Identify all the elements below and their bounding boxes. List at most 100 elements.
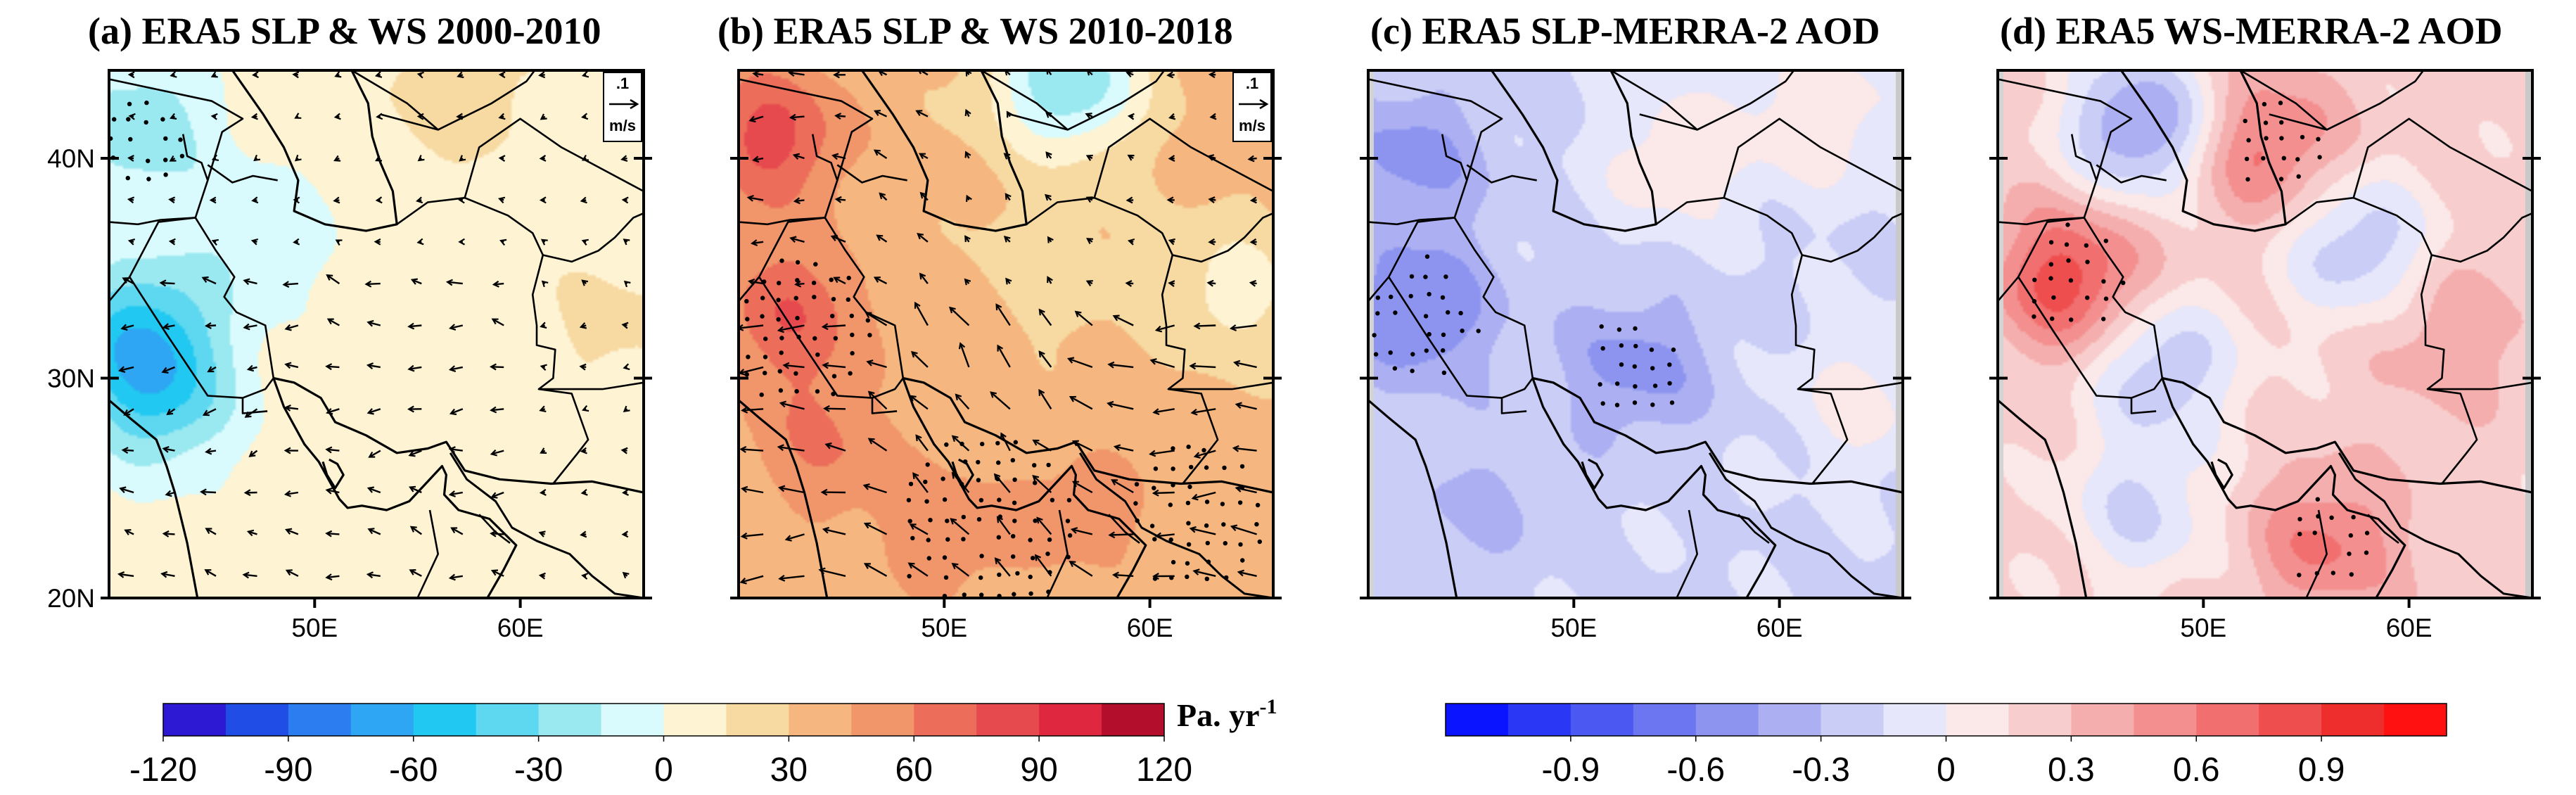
stipple-dot xyxy=(760,295,765,300)
wind-vector-head xyxy=(409,526,417,533)
wind-vector xyxy=(1194,450,1216,458)
border-14 xyxy=(981,70,1069,131)
wind-vector xyxy=(326,274,340,285)
corr-colorbar-swatch xyxy=(2134,704,2197,736)
wind-vector xyxy=(326,489,340,494)
slp-colorbar-swatch xyxy=(350,704,414,736)
wind-vector xyxy=(326,533,340,535)
panel-b-frame xyxy=(737,69,1275,599)
wind-vector-head xyxy=(250,113,258,120)
stipple-dot xyxy=(2246,138,2251,143)
panel-d: (d) ERA5 WS-MERRA-2 AOD 50E 60E xyxy=(1989,10,2541,642)
stipple-dot xyxy=(795,278,800,283)
wind-vector-head xyxy=(990,391,997,398)
wind-vector xyxy=(1111,479,1134,494)
stipple-dot xyxy=(144,120,148,125)
wind-vector xyxy=(1234,362,1257,369)
border-10 xyxy=(1172,212,1273,263)
border-5 xyxy=(824,217,905,379)
border-2 xyxy=(1441,134,1468,218)
corr-colorbar-swatch xyxy=(2259,704,2322,736)
wind-vector xyxy=(834,276,846,285)
wind-vector xyxy=(203,408,217,416)
wind-vector-head xyxy=(1045,151,1052,158)
wind-vector-head xyxy=(368,451,376,458)
wind-vector-head xyxy=(951,562,959,570)
wind-vector-head xyxy=(1113,444,1121,452)
wind-vector-head xyxy=(1208,71,1216,79)
wind-vector-head xyxy=(1070,527,1078,534)
stipple-dot xyxy=(144,100,149,106)
slp-colorbar-label: 120 xyxy=(1136,751,1192,789)
stipple-dot xyxy=(2278,177,2284,182)
stipple-dot xyxy=(2329,515,2334,520)
wind-vector xyxy=(449,366,464,371)
wind-vector-head xyxy=(283,447,291,454)
stipple-dot xyxy=(763,336,768,341)
wind-vector xyxy=(1068,357,1093,369)
wind-vector-head xyxy=(325,487,333,495)
wind-vector-head xyxy=(248,450,256,457)
wind-vector-head xyxy=(1067,357,1075,364)
border-16 xyxy=(1737,514,1770,544)
border-14 xyxy=(1610,70,1698,131)
stipple-dot xyxy=(778,388,784,393)
panel-b-vector-key-box xyxy=(1232,72,1272,142)
wind-vector-head xyxy=(1235,485,1242,492)
wind-vector xyxy=(1150,450,1175,455)
wind-vector xyxy=(919,70,929,76)
border-5 xyxy=(2083,217,2164,379)
stipple-dot xyxy=(811,280,817,286)
border-14 xyxy=(2240,70,2328,131)
wind-vector-head xyxy=(170,113,177,120)
stipple-dot xyxy=(831,391,836,397)
stipple-dot xyxy=(2351,514,2356,520)
wind-vector xyxy=(789,72,805,76)
wind-vector xyxy=(1190,364,1216,369)
coastline-oman xyxy=(2338,452,2532,598)
stipple-dot xyxy=(1031,556,1035,561)
border-8 xyxy=(2130,398,2157,414)
stipple-dot xyxy=(980,441,985,447)
wind-vector xyxy=(1069,561,1093,577)
border-1 xyxy=(109,217,196,226)
wind-vector-head xyxy=(873,276,881,283)
stipple-dot xyxy=(829,277,834,282)
stipple-dot xyxy=(831,297,836,302)
wind-vector-head xyxy=(364,280,372,288)
border-2 xyxy=(811,134,839,218)
stipple-dot xyxy=(1373,352,1379,357)
coastline-oman xyxy=(449,452,644,598)
wind-vector-head xyxy=(161,367,169,374)
stipple-dot xyxy=(1388,350,1393,355)
stipple-dot xyxy=(812,336,817,341)
coastline-3 xyxy=(902,377,1147,598)
wind-vector-head xyxy=(407,322,415,330)
panel-edge-strip xyxy=(1896,70,1903,598)
wind-vector-head xyxy=(538,530,546,538)
wind-vector-head xyxy=(834,113,842,120)
wind-vector-head xyxy=(326,274,333,281)
wind-vector-head xyxy=(159,279,167,287)
wind-vector-head xyxy=(789,113,796,121)
wind-vector-head xyxy=(909,395,917,402)
wind-vector-head xyxy=(1193,452,1201,459)
wind-vector-head xyxy=(1229,324,1237,331)
stipple-dot xyxy=(1185,500,1191,506)
stipple-dot xyxy=(2279,120,2284,125)
stipple-dot xyxy=(1185,561,1190,566)
wind-vector-head xyxy=(539,196,547,204)
wind-vector-head xyxy=(1249,279,1256,287)
stipple-dot xyxy=(1045,552,1050,556)
stipple-dot xyxy=(1633,343,1638,349)
stipple-dot xyxy=(979,592,984,597)
wind-vector xyxy=(1156,533,1175,538)
wind-vector-head xyxy=(958,342,966,350)
coastline-1 xyxy=(1491,70,1657,232)
coastline-5 xyxy=(321,458,345,490)
border-8 xyxy=(871,398,898,414)
wind-vector-head xyxy=(833,71,840,79)
wind-vector-head xyxy=(334,71,342,78)
stipple-dot xyxy=(998,608,1002,612)
wind-vector-head xyxy=(1127,238,1135,246)
